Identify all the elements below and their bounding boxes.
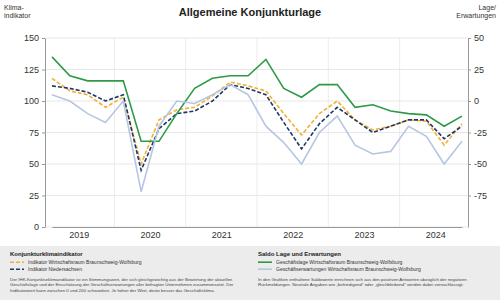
legend-label: Geschäftslage Wirtschaftsraum Braunschwe… <box>276 259 403 265</box>
y2-tick-mark <box>468 164 471 165</box>
x-tick-label: 2019 <box>69 230 89 240</box>
note: Der IHK-Konjunkturklimaindikator ist ein… <box>10 277 234 293</box>
y2-tick-label: 0 <box>474 96 479 106</box>
y2-axis: -75 -50 -25 0 25 50 <box>468 33 487 227</box>
year-separator <box>399 38 400 227</box>
y2-tick-mark <box>468 101 471 102</box>
y2-tick: 50 <box>468 33 484 43</box>
y-tick-mark <box>42 164 45 165</box>
grid-line <box>45 227 468 228</box>
year-separator <box>328 38 329 227</box>
legend-panel <box>0 246 500 300</box>
grid <box>45 38 468 227</box>
y-tick-label: 125 <box>24 65 39 75</box>
x-tick-label: 2022 <box>283 230 303 240</box>
y2-tick-label: -75 <box>474 191 487 201</box>
chart: Allgemeine Konjunkturlage Klima-indikator… <box>0 0 500 300</box>
y-tick-mark <box>42 38 45 39</box>
x-tick: 2020 <box>141 227 161 240</box>
series-line <box>52 85 462 192</box>
x-tick-label: 2020 <box>141 230 161 240</box>
y-axis: 0 25 50 75 100 125 150 <box>24 33 46 232</box>
y-tick-mark <box>42 227 45 228</box>
y-tick-mark <box>42 101 45 102</box>
year-separator <box>185 38 186 227</box>
x-tick-label: 2021 <box>212 230 232 240</box>
y-tick: 125 <box>24 65 45 75</box>
y2-tick-label: 25 <box>474 65 484 75</box>
y-tick-mark <box>42 196 45 197</box>
year-separator <box>114 38 115 227</box>
legend-label: Indikator Niedersachsen <box>28 266 82 272</box>
y2-tick-mark <box>468 38 471 39</box>
x-tick-label: 2023 <box>354 230 374 240</box>
y-tick-label: 50 <box>29 159 39 169</box>
y-tick: 50 <box>29 159 45 169</box>
y2-axis-title: Lage/Erwartungen <box>456 4 496 20</box>
x-tick: 2024 <box>426 227 446 240</box>
grid-line <box>45 164 468 165</box>
y-tick: 75 <box>29 128 45 138</box>
y-tick-label: 25 <box>29 191 39 201</box>
y-axis-line <box>45 39 46 228</box>
x-axis-line <box>53 227 463 228</box>
grid-line <box>45 195 468 196</box>
lines <box>52 57 462 192</box>
y-tick: 0 <box>34 222 45 232</box>
y-tick-label: 0 <box>34 222 39 232</box>
y2-tick: 0 <box>468 96 479 106</box>
y-tick-mark <box>42 133 45 134</box>
y2-tick: 25 <box>468 65 484 75</box>
y2-tick: -50 <box>468 159 487 169</box>
x-tick: 2022 <box>283 227 303 240</box>
series-line <box>52 57 462 141</box>
legend-title: Saldo Lage und Erwartungen <box>258 251 341 257</box>
grid-line <box>45 101 468 102</box>
y2-tick-label: 50 <box>474 33 484 43</box>
y2-tick: -25 <box>468 128 487 138</box>
y2-tick-mark <box>468 196 471 197</box>
y2-tick-mark <box>468 133 471 134</box>
title: Allgemeine Konjunkturlage <box>179 6 321 18</box>
x-axis: 2019 2020 2021 2022 2023 2024 <box>53 227 463 240</box>
legend-swatch <box>258 268 272 270</box>
y2-tick-label: -25 <box>474 128 487 138</box>
x-tick: 2023 <box>354 227 374 240</box>
legend-swatch <box>10 261 24 263</box>
y2-tick: -75 <box>468 191 487 201</box>
y-tick: 25 <box>29 191 45 201</box>
y-tick-mark <box>42 70 45 71</box>
legend: Konjunkturklimaindikator Indikator Wirtsc… <box>10 251 467 293</box>
series-line <box>52 85 462 171</box>
y-tick-label: 150 <box>24 33 39 43</box>
x-tick-label: 2024 <box>426 230 446 240</box>
grid-line <box>45 38 468 39</box>
y-tick-label: 100 <box>24 96 39 106</box>
legend-label: Geschäftserwartungen Wirtschaftsraum Bra… <box>276 266 421 272</box>
y-tick: 100 <box>24 96 45 106</box>
x-tick: 2021 <box>212 227 232 240</box>
y2-tick-label: -50 <box>474 159 487 169</box>
series-line <box>52 78 462 164</box>
legend-title: Konjunkturklimaindikator <box>10 251 83 257</box>
y-axis-title: Klima-indikator <box>4 4 31 19</box>
note: In den Grafiken enthaltene Saldowerte er… <box>258 277 467 287</box>
x-tick: 2019 <box>69 227 89 240</box>
legend-swatch <box>10 268 24 270</box>
y2-tick-mark <box>468 70 471 71</box>
y-tick-label: 75 <box>29 128 39 138</box>
y-tick: 150 <box>24 33 45 43</box>
legend-swatch <box>258 261 272 263</box>
legend-label: Indikator Wirtschaftsraum Braunschweig-W… <box>28 259 142 265</box>
